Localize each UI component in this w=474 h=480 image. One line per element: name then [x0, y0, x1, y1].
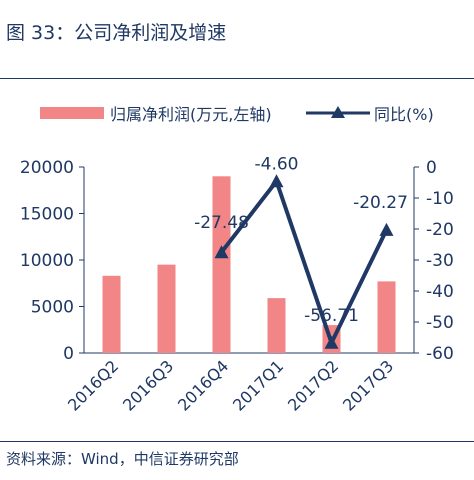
- yoy-point: [269, 174, 284, 188]
- x-tick-label: 2017Q1: [229, 356, 287, 414]
- figure-title: 图 33：公司净利润及增速: [6, 22, 227, 44]
- x-tick-label: 2016Q4: [174, 356, 232, 414]
- y-right-tick-label: -60: [426, 344, 454, 364]
- bar-2016Q3: [157, 264, 176, 353]
- x-tick-label: 2016Q2: [64, 356, 122, 414]
- y-right-tick-label: -50: [426, 313, 454, 333]
- bar-2017Q1: [267, 298, 286, 353]
- legend-bar-label: 归属净利润(万元,左轴): [110, 105, 272, 124]
- legend-line-marker: [331, 106, 345, 118]
- source-divider: [0, 441, 474, 442]
- y-right-tick-label: -20: [426, 220, 454, 240]
- bar-2017Q3: [377, 281, 396, 353]
- x-tick-label: 2017Q2: [284, 356, 342, 414]
- yoy-data-label: -27.48: [194, 213, 249, 233]
- yoy-data-label: -56.71: [304, 306, 359, 326]
- y-right-tick-label: -10: [426, 189, 454, 209]
- bar-2016Q2: [102, 275, 121, 353]
- x-tick-label: 2016Q3: [119, 356, 177, 414]
- title-divider: [0, 78, 474, 79]
- legend-bar-swatch: [40, 107, 104, 119]
- bar-2016Q4: [212, 176, 231, 353]
- yoy-point: [324, 335, 339, 349]
- source-note: 资料来源：Wind，中信证券研究部: [6, 450, 239, 468]
- y-right-tick-label: -40: [426, 282, 454, 302]
- yoy-point: [214, 245, 229, 259]
- yoy-point: [379, 222, 394, 236]
- y-left-tick-label: 15000: [20, 205, 74, 225]
- x-tick-label: 2017Q3: [339, 356, 397, 414]
- y-right-tick-label: -30: [426, 251, 454, 271]
- yoy-data-label: -20.27: [353, 193, 408, 213]
- chart: 归属净利润(万元,左轴) 同比(%) 0 5000 10000 15000 20000 0 -1…: [20, 105, 454, 415]
- yoy-line: [219, 179, 389, 345]
- yoy-data-label: -4.60: [255, 154, 299, 174]
- y-left-tick-label: 10000: [20, 251, 74, 271]
- y-left-tick-label: 0: [63, 344, 74, 364]
- legend-line-label: 同比(%): [374, 105, 434, 124]
- y-left-tick-label: 20000: [20, 158, 74, 178]
- y-right-tick-label: 0: [426, 158, 437, 178]
- y-left-tick-label: 5000: [31, 298, 74, 318]
